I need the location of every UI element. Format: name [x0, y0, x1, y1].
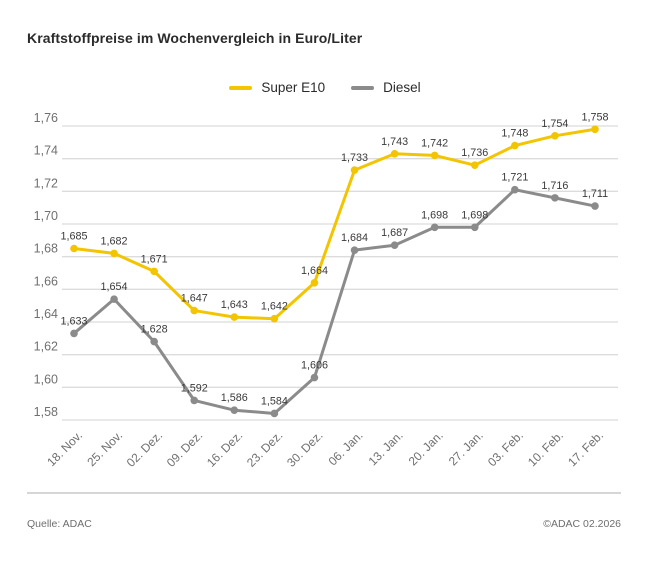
data-point-label-diesel: 1,684 [341, 232, 368, 244]
data-point-super-e10 [591, 125, 599, 134]
y-tick-label: 1,72 [34, 176, 58, 190]
x-tick-label: 10. Feb. [525, 428, 566, 469]
data-point-super-e10 [551, 132, 559, 140]
legend-item-super-e10: Super E10 [229, 80, 325, 95]
data-point-super-e10 [270, 314, 279, 323]
data-point-label-super-e10: 1,742 [421, 137, 448, 149]
data-point-label-super-e10: 1,685 [60, 231, 87, 243]
data-point-label-super-e10: 1,758 [581, 111, 608, 123]
y-tick-label: 1,68 [34, 242, 58, 256]
y-tick-label: 1,70 [34, 209, 58, 223]
data-point-label-diesel: 1,586 [221, 392, 248, 404]
x-tick-label: 25. Nov. [84, 428, 125, 469]
data-point-label-super-e10: 1,671 [141, 253, 168, 265]
legend-label-diesel: Diesel [383, 80, 421, 95]
data-point-label-diesel: 1,711 [582, 188, 608, 200]
data-point-diesel [70, 329, 78, 338]
legend-swatch-diesel-icon [351, 85, 375, 90]
x-tick-label: 09. Dez. [164, 428, 206, 470]
data-point-label-diesel: 1,584 [261, 395, 288, 407]
footer-divider [27, 492, 621, 494]
data-point-label-super-e10: 1,642 [261, 301, 288, 313]
data-point-super-e10 [70, 244, 78, 253]
data-point-diesel [150, 337, 158, 346]
data-point-label-diesel: 1,716 [541, 180, 568, 192]
data-point-label-super-e10: 1,733 [341, 152, 368, 164]
data-point-super-e10 [430, 151, 439, 160]
data-point-diesel [470, 223, 479, 232]
data-point-super-e10 [110, 249, 118, 258]
data-point-super-e10 [190, 306, 199, 315]
x-tick-label: 02. Dez. [124, 428, 166, 470]
data-point-label-diesel: 1,721 [501, 172, 528, 184]
legend-item-diesel: Diesel [351, 80, 421, 95]
y-tick-label: 1,64 [34, 307, 58, 321]
x-tick-label: 18. Nov. [44, 428, 85, 469]
x-tick-label: 23. Dez. [244, 428, 286, 470]
x-tick-label: 16. Dez. [204, 428, 246, 470]
x-tick-label: 06. Jan. [326, 428, 366, 468]
legend-label-super-e10: Super E10 [261, 80, 326, 95]
data-point-super-e10 [150, 267, 158, 276]
data-point-diesel [591, 202, 599, 210]
data-point-label-diesel: 1,654 [101, 281, 128, 293]
x-tick-label: 20. Jan. [406, 428, 446, 468]
data-point-diesel [110, 295, 118, 303]
data-point-super-e10 [511, 141, 519, 150]
x-tick-label: 03. Feb. [485, 428, 526, 469]
chart-legend: Super E10 Diesel [0, 80, 650, 95]
data-point-label-diesel: 1,592 [181, 382, 208, 394]
data-point-label-diesel: 1,698 [461, 209, 488, 221]
data-point-label-super-e10: 1,748 [501, 128, 528, 140]
data-point-label-super-e10: 1,647 [181, 293, 208, 305]
data-point-diesel [430, 223, 439, 232]
data-point-diesel [551, 194, 559, 202]
data-point-diesel [310, 373, 319, 382]
data-point-label-diesel: 1,687 [381, 227, 408, 239]
data-point-diesel [511, 185, 519, 194]
y-tick-label: 1,74 [34, 144, 58, 158]
y-tick-label: 1,66 [34, 274, 58, 288]
line-chart: 1,58 1,60 1,62 1,64 1,66 1,68 1,70 1,72 1,74 1,76… [34, 111, 618, 470]
data-point-label-super-e10: 1,643 [221, 299, 248, 311]
data-point-diesel [190, 396, 199, 405]
data-point-super-e10 [230, 313, 239, 321]
data-point-label-super-e10: 1,682 [101, 235, 128, 247]
legend-swatch-super-e10-icon [229, 85, 253, 90]
series-line-super-e10 [72, 127, 597, 321]
data-point-super-e10 [470, 161, 479, 169]
source-text: Quelle: ADAC [27, 518, 92, 530]
data-point-diesel [270, 409, 279, 418]
data-point-label-super-e10: 1,743 [381, 136, 408, 148]
x-tick-label: 17. Feb. [565, 428, 606, 469]
data-point-super-e10 [310, 279, 319, 287]
data-point-label-diesel: 1,606 [301, 360, 328, 372]
series-line-diesel [72, 188, 597, 415]
y-tick-label: 1,76 [34, 111, 58, 125]
x-tick-label: 13. Jan. [366, 428, 406, 468]
data-point-label-diesel: 1,698 [421, 209, 448, 221]
y-tick-label: 1,62 [34, 340, 58, 354]
y-tick-label: 1,60 [34, 372, 58, 386]
x-tick-label: 27. Jan. [446, 428, 486, 468]
chart-title: Kraftstoffpreise im Wochenvergleich in E… [27, 30, 363, 46]
data-point-diesel [390, 241, 399, 250]
copyright-text: ©ADAC 02.2026 [543, 518, 621, 530]
x-tick-label: 30. Dez. [284, 428, 326, 470]
data-point-label-super-e10: 1,664 [301, 265, 328, 277]
data-point-label-super-e10: 1,736 [461, 147, 488, 159]
data-point-super-e10 [390, 149, 399, 158]
y-tick-label: 1,58 [34, 405, 58, 419]
data-point-label-diesel: 1,633 [60, 315, 87, 327]
data-point-diesel [350, 246, 359, 254]
data-point-label-diesel: 1,628 [141, 324, 168, 336]
data-point-super-e10 [350, 166, 359, 174]
data-point-diesel [230, 406, 239, 415]
data-point-label-super-e10: 1,754 [541, 118, 568, 130]
